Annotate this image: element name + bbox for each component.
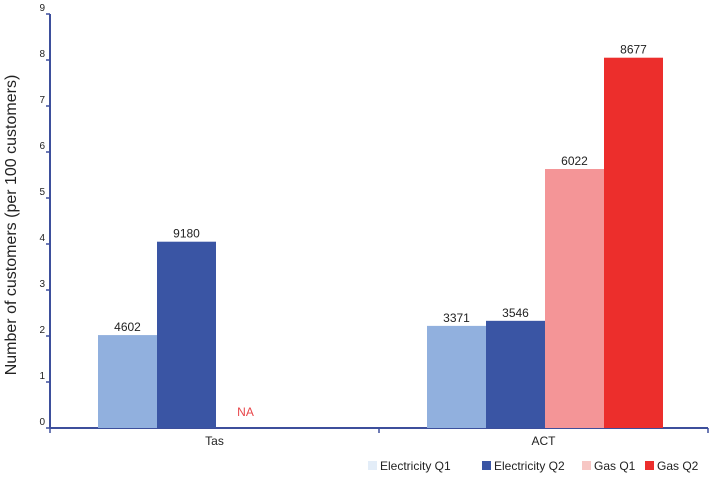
bar-value-label: 6022 (561, 154, 588, 168)
bar (486, 320, 545, 428)
bar (157, 241, 216, 428)
legend-label: Electricity Q2 (494, 459, 565, 473)
legend-label: Gas Q1 (594, 459, 636, 473)
y-tick-label: 6 (39, 141, 45, 152)
y-axis-label: Number of customers (per 100 customers) (3, 75, 20, 376)
y-tick-label: 1 (39, 371, 45, 382)
na-label: NA (237, 405, 254, 419)
y-tick-label: 2 (39, 325, 45, 336)
bar-value-label: 3371 (443, 311, 470, 325)
bar-value-label: 8677 (620, 43, 647, 57)
bar-value-label: 9180 (173, 227, 200, 241)
legend-swatch (368, 461, 377, 470)
y-tick-label: 5 (39, 187, 45, 198)
y-tick-label: 7 (39, 95, 45, 106)
y-tick-label: 3 (39, 279, 45, 290)
bar (545, 169, 604, 428)
y-tick-label: 9 (39, 3, 45, 14)
bar-value-label: 4602 (114, 320, 141, 334)
legend-label: Gas Q2 (657, 459, 699, 473)
x-tick-label: ACT (532, 434, 557, 448)
bar (604, 57, 663, 428)
legend: Electricity Q1 Electricity Q2 Gas Q1 Gas Q2 (368, 459, 699, 473)
legend-swatch (582, 461, 591, 470)
data-labels: 4602 9180 NA 3371 3546 6022 8677 (114, 43, 647, 419)
legend-label: Electricity Q1 (380, 459, 451, 473)
y-tick-label: 0 (39, 417, 45, 428)
x-axis: Tas ACT (49, 427, 709, 448)
bars (98, 57, 663, 428)
bar-value-label: 3546 (502, 306, 529, 320)
y-axis: 0 1 2 3 4 5 6 7 8 9 (39, 3, 51, 429)
y-tick-label: 4 (39, 233, 45, 244)
x-tick-label: Tas (205, 434, 224, 448)
y-tick-label: 8 (39, 49, 45, 60)
bar (98, 335, 157, 428)
bar (427, 325, 486, 428)
legend-swatch (482, 461, 491, 470)
legend-swatch (645, 461, 654, 470)
